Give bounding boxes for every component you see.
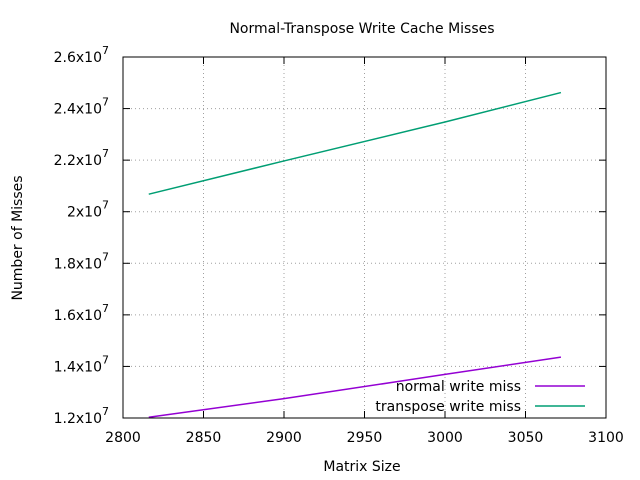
tick-labels: 2800 2850 2900 2950 3000 3050 3100 1.2x107 1.4x1… [54,44,624,446]
chart-title: Normal-Transpose Write Cache Misses [229,21,494,37]
x-tick-label: 2950 [347,430,383,446]
y-tick-label: 2.2x107 [54,147,109,169]
x-axis-label: Matrix Size [323,459,400,475]
legend-label: normal write miss [396,379,521,395]
legend: normal write miss transpose write miss [375,379,585,415]
series-layer [148,91,562,418]
y-tick-label: 2.4x107 [54,96,109,118]
y-tick-label: 1.2x107 [54,405,109,427]
x-tick-label: 3100 [588,430,624,446]
y-tick-label: 2.6x107 [54,44,109,66]
series-line-1 [148,356,562,418]
x-tick-label: 3000 [427,430,463,446]
y-axis-label: Number of Misses [10,175,26,300]
y-tick-label: 1.4x107 [54,353,109,375]
legend-label: transpose write miss [375,399,521,415]
series-line-2 [148,91,562,195]
x-tick-label: 2850 [186,430,222,446]
x-tick-label: 3050 [508,430,544,446]
y-tick-label: 2x107 [67,199,109,221]
ticks [122,56,607,419]
y-tick-label: 1.8x107 [54,250,109,272]
x-tick-label: 2900 [266,430,302,446]
x-tick-label: 2800 [105,430,141,446]
grid [123,57,606,418]
y-tick-label: 1.6x107 [54,302,109,324]
